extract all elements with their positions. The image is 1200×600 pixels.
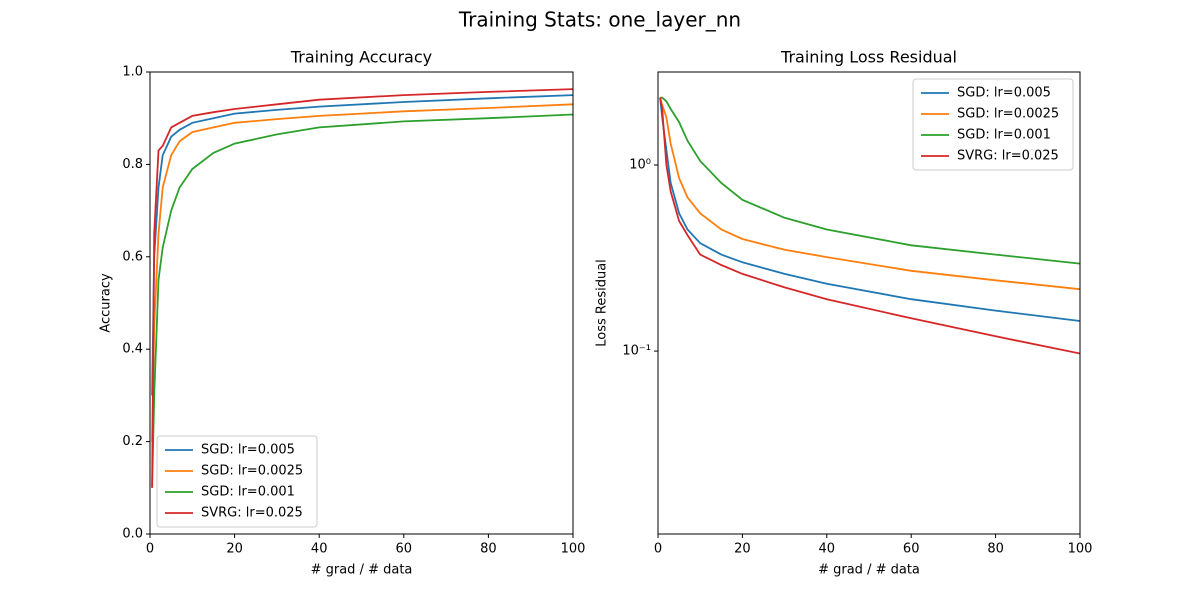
legend-box xyxy=(156,435,318,528)
x-tick-label: 80 xyxy=(480,542,497,557)
x-axis-label: # grad / # data xyxy=(311,563,413,578)
series-line xyxy=(659,97,1080,322)
series-line xyxy=(151,103,573,442)
subplot-title: Training Loss Residual xyxy=(780,48,957,67)
y-tick-label: 10⁻¹ xyxy=(622,344,651,359)
axes-frame xyxy=(149,71,574,535)
legend-label: SGD: lr=0.001 xyxy=(957,128,1051,143)
y-tick-label: 10⁰ xyxy=(629,157,651,172)
legend-label: SVRG: lr=0.025 xyxy=(957,149,1059,164)
series-line xyxy=(151,88,573,488)
x-tick-label: 20 xyxy=(226,542,243,557)
y-tick-label: 0.0 xyxy=(122,527,143,542)
x-tick-label: 100 xyxy=(561,542,586,557)
legend-label: SGD: lr=0.0025 xyxy=(201,464,303,479)
y-tick-label: 1.0 xyxy=(122,65,143,80)
series-line xyxy=(659,97,1080,355)
x-tick-label: 80 xyxy=(987,542,1004,557)
legend-label: SGD: lr=0.005 xyxy=(957,86,1051,101)
y-tick-label: 0.6 xyxy=(122,249,143,264)
x-tick-label: 60 xyxy=(903,542,920,557)
series-line xyxy=(151,113,573,488)
x-tick-label: 60 xyxy=(396,542,413,557)
series-line xyxy=(660,96,1080,265)
x-tick-label: 0 xyxy=(146,542,154,557)
figure-title: Training Stats: one_layer_nn xyxy=(458,8,741,32)
y-axis-label: Loss Residual xyxy=(595,259,610,347)
legend-label: SGD: lr=0.001 xyxy=(201,485,295,500)
y-axis-label: Accuracy xyxy=(99,273,114,333)
x-tick-label: 100 xyxy=(1068,542,1093,557)
y-tick-label: 0.2 xyxy=(122,434,143,449)
series-line xyxy=(659,97,1080,291)
x-tick-label: 20 xyxy=(734,542,751,557)
axes-frame xyxy=(657,71,1081,535)
x-axis-label: # grad / # data xyxy=(818,563,920,578)
y-tick-label: 0.4 xyxy=(122,342,143,357)
legend-label: SGD: lr=0.005 xyxy=(201,443,295,458)
legend-label: SVRG: lr=0.025 xyxy=(201,506,303,521)
y-tick-label: 0.8 xyxy=(122,157,143,172)
x-tick-label: 40 xyxy=(819,542,836,557)
legend-label: SGD: lr=0.0025 xyxy=(957,107,1059,122)
x-tick-label: 0 xyxy=(654,542,662,557)
legend-box xyxy=(912,78,1074,171)
subplot-title: Training Accuracy xyxy=(290,48,432,67)
series-line xyxy=(151,94,573,396)
x-tick-label: 40 xyxy=(311,542,328,557)
